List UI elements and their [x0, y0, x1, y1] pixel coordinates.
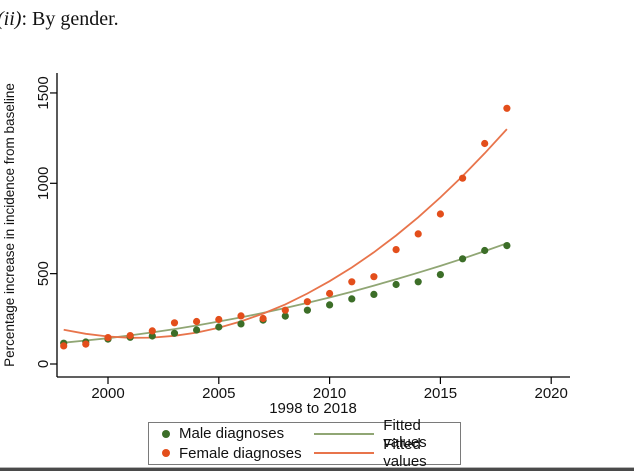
female-data-point	[414, 230, 422, 238]
female-marker-icon	[162, 449, 170, 458]
male-data-point	[193, 326, 201, 334]
male-data-point	[237, 320, 245, 328]
legend-label-female: Female diagnoses	[179, 444, 302, 462]
panel-title-numeral: (ii)	[0, 8, 22, 30]
female-data-point	[237, 312, 245, 320]
gender-incidence-chart: 0 500 1000 1500 2000 2005 2010 2015 2020 Percenta…	[2, 73, 570, 417]
female-data-point	[104, 334, 112, 342]
female-data-point	[126, 332, 134, 340]
male-data-point	[303, 306, 311, 314]
legend-label-male-fit: Fitted values	[383, 416, 427, 451]
legend-row-male: Male diagnoses Fitted values	[149, 417, 460, 451]
male-data-point	[281, 312, 289, 320]
male-data-point	[348, 295, 356, 303]
legend-label-female-fit: Fitted values	[383, 436, 427, 471]
male-marker-icon	[162, 429, 170, 438]
y-tick-label: 500	[35, 261, 52, 286]
male-data-point	[459, 255, 467, 263]
female-data-point	[193, 317, 201, 326]
female-fitted-line-icon	[314, 452, 375, 455]
male-data-point	[436, 271, 444, 279]
female-data-point	[303, 298, 311, 306]
male-data-point	[392, 280, 400, 289]
female-data-point	[326, 289, 334, 298]
x-axis-title: 1998 to 2018	[269, 400, 357, 417]
x-tick-label: 2000	[91, 385, 124, 402]
x-tick-label: 2010	[313, 385, 346, 402]
page-bottom-rule	[0, 467, 634, 471]
y-tick-label: 0	[35, 360, 52, 368]
female-data-point	[392, 246, 400, 254]
female-data-point	[459, 174, 467, 182]
y-axis-title: Percentage increase in incidence from ba…	[2, 83, 17, 367]
female-data-point	[481, 139, 489, 148]
male-data-point	[370, 290, 378, 298]
panel-title-text: : By gender.	[21, 8, 119, 30]
male-data-point	[215, 323, 223, 331]
male-data-point	[503, 242, 511, 250]
panel-title: (ii): By gender.	[0, 8, 119, 31]
male-data-point	[414, 278, 422, 286]
x-tick-label: 2015	[424, 385, 457, 402]
female-data-point	[370, 273, 378, 281]
legend-label-male: Male diagnoses	[179, 425, 285, 443]
y-tick-label: 1000	[35, 167, 52, 200]
female-data-point	[170, 319, 179, 327]
female-data-point	[259, 314, 267, 323]
female-data-point	[436, 210, 444, 218]
female-data-point	[281, 306, 289, 314]
female-fitted-curve	[63, 128, 508, 339]
legend-row-female: Female diagnoses Fitted values	[149, 436, 460, 470]
female-data-point	[148, 327, 156, 335]
male-fitted-line-icon	[314, 432, 375, 435]
female-data-point	[348, 278, 356, 286]
male-fitted-curve	[63, 242, 508, 344]
x-tick-label: 2020	[535, 385, 568, 402]
female-data-point	[503, 104, 511, 112]
male-data-point	[326, 301, 334, 309]
male-data-point	[170, 329, 179, 337]
male-data-point	[148, 332, 156, 340]
male-data-point	[481, 246, 489, 255]
female-data-point	[215, 315, 223, 324]
y-tick-label: 1500	[35, 76, 52, 109]
x-tick-label: 2005	[202, 385, 235, 402]
chart-legend: Male diagnoses Fitted values Female diag…	[148, 417, 461, 470]
female-data-point	[82, 340, 90, 348]
female-data-point	[60, 342, 68, 350]
